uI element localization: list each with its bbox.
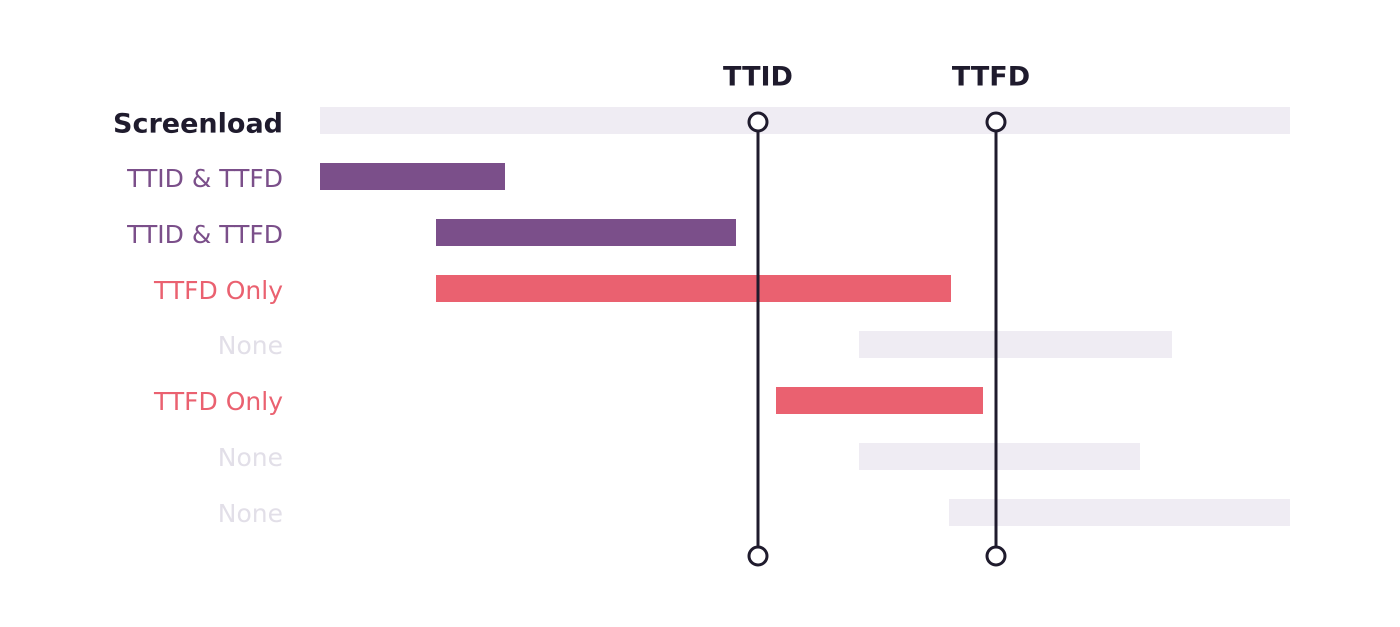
span-bar bbox=[776, 387, 983, 414]
span-bar bbox=[320, 107, 1290, 134]
row-label: TTID & TTFD bbox=[126, 164, 283, 193]
marker-dot bbox=[747, 545, 769, 567]
marker-label: TTFD bbox=[952, 62, 1030, 93]
span-bar bbox=[859, 331, 1172, 358]
row-label: None bbox=[218, 499, 283, 528]
span-bar bbox=[859, 443, 1140, 470]
row-label: TTID & TTFD bbox=[126, 220, 283, 249]
marker-label: TTID bbox=[723, 62, 793, 93]
row-label: TTFD Only bbox=[153, 387, 283, 416]
span-bar bbox=[949, 499, 1290, 526]
span-bar bbox=[320, 163, 505, 190]
span-bar bbox=[436, 275, 951, 302]
span-bar bbox=[436, 219, 736, 246]
marker-dot bbox=[747, 111, 769, 133]
row-label: Screenload bbox=[113, 109, 283, 140]
row-label: None bbox=[218, 443, 283, 472]
marker-dot bbox=[985, 111, 1007, 133]
row-label: TTFD Only bbox=[153, 276, 283, 305]
row-label: None bbox=[218, 331, 283, 360]
marker-dot bbox=[985, 545, 1007, 567]
